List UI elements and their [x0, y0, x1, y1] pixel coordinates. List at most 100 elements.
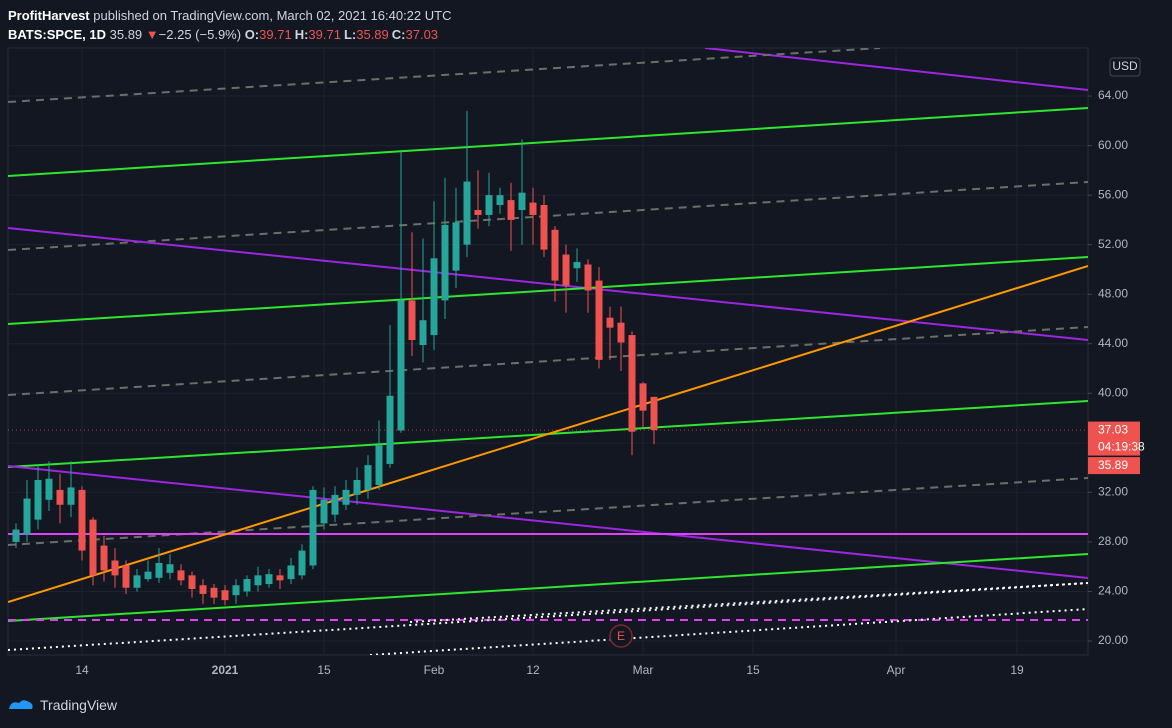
- candle-body: [188, 575, 196, 589]
- header: ProfitHarvest published on TradingView.c…: [8, 6, 451, 44]
- arrow: ▼: [145, 27, 159, 42]
- y-tick-label: 64.00: [1098, 88, 1128, 102]
- event-marker[interactable]: [609, 624, 633, 648]
- drawings: [8, 48, 1088, 655]
- trend-line: [409, 582, 1088, 623]
- ohlc-key: C:: [391, 27, 406, 42]
- candle-body: [595, 280, 603, 360]
- y-tick-label: 20.00: [1098, 633, 1128, 647]
- candle-body: [342, 489, 350, 505]
- candle-body: [89, 519, 97, 576]
- brand: TradingView: [40, 697, 118, 713]
- y-tick-label: 52.00: [1098, 237, 1128, 251]
- author: ProfitHarvest: [8, 8, 90, 23]
- y-tick-label: 44.00: [1098, 336, 1128, 350]
- x-tick-label: Mar: [633, 663, 654, 677]
- x-tick-label: 14: [75, 663, 89, 677]
- candle-body: [463, 181, 471, 245]
- y-tick-label: 24.00: [1098, 584, 1128, 598]
- ohlc: O:39.71 H:39.71 L:35.89 C:37.03: [245, 27, 441, 42]
- candle-body: [606, 317, 614, 328]
- logo: [9, 700, 33, 709]
- candle-body: [628, 335, 636, 432]
- candle-body: [331, 494, 339, 515]
- candle-body: [265, 574, 273, 585]
- candle-body: [254, 575, 262, 586]
- candle-body: [639, 383, 647, 411]
- change: −2.25 (−5.9%): [158, 27, 242, 42]
- ohlc-key: H:: [294, 27, 309, 42]
- symbol: BATS:SPCE, 1D: [8, 27, 106, 42]
- x-tick-label: 12: [526, 663, 540, 677]
- candle-body: [485, 195, 493, 215]
- candle-body: [562, 254, 570, 286]
- header-line: BATS:SPCE, 1D 35.89 ▼−2.25 (−5.9%) O:39.…: [8, 25, 451, 44]
- currency: USD: [1112, 59, 1138, 73]
- candle-body: [56, 489, 64, 505]
- candle-body: [650, 396, 658, 431]
- candle-body: [518, 192, 526, 210]
- candle-body: [45, 478, 53, 500]
- candle-body: [199, 585, 207, 594]
- ohlc-value: 37.03: [405, 27, 439, 42]
- candle-body: [155, 562, 163, 578]
- ohlc-value: 39.71: [308, 27, 341, 42]
- candle-body: [12, 529, 20, 542]
- candle-body: [474, 209, 482, 215]
- y-tick-label: 60.00: [1098, 138, 1128, 152]
- x-tick-label: Feb: [424, 663, 445, 677]
- candle-body: [23, 498, 31, 535]
- candle-body: [320, 499, 328, 524]
- candle-body: [529, 202, 537, 215]
- trend-line: [8, 465, 1088, 579]
- price-label-box: [1088, 457, 1140, 475]
- candle-body: [78, 489, 86, 551]
- trend-line: [8, 477, 1088, 546]
- trend-line: [8, 326, 1088, 396]
- candle-body: [386, 395, 394, 464]
- candle-body: [584, 264, 592, 291]
- candle-body: [67, 487, 75, 505]
- candle-body: [232, 585, 240, 596]
- y-tick-label: 48.00: [1098, 286, 1128, 300]
- trend-line: [369, 608, 1088, 655]
- header-line: ProfitHarvest published on TradingView.c…: [8, 6, 451, 25]
- candle-body: [507, 200, 515, 220]
- candle-body: [133, 575, 141, 588]
- candle-body: [243, 579, 251, 592]
- candle-body: [298, 550, 306, 576]
- candle-body: [287, 565, 295, 580]
- grid: [8, 48, 1088, 655]
- trend-line: [8, 553, 1088, 622]
- y-tick-label: 56.00: [1098, 187, 1128, 201]
- trend-line: [8, 256, 1088, 325]
- x-tick-label: 15: [746, 663, 760, 677]
- candle-body: [551, 229, 559, 281]
- candle-body: [441, 224, 449, 301]
- price-label-box: [1088, 421, 1140, 456]
- candles: [8, 110, 1088, 606]
- axes: 20.0024.0028.0032.0036.0040.0044.0048.00…: [75, 88, 1145, 677]
- event-label[interactable]: E: [617, 629, 625, 643]
- candle-body: [573, 262, 581, 269]
- countdown: 04:19:38: [1098, 439, 1145, 453]
- currency-box: [1109, 57, 1141, 77]
- candle-body: [177, 570, 185, 581]
- trend-line: [8, 265, 1088, 603]
- x-tick-label: Apr: [887, 663, 906, 677]
- candle-body: [419, 320, 427, 345]
- candle-body: [375, 445, 383, 485]
- candle-body: [276, 575, 284, 581]
- price-label: 37.03: [1098, 422, 1128, 436]
- x-tick-label: 19: [1010, 663, 1024, 677]
- ohlc-value: 39.71: [259, 27, 292, 42]
- trend-line: [8, 181, 1088, 251]
- candle-body: [309, 489, 317, 566]
- trend-line: [8, 48, 881, 103]
- ohlc-value: 35.89: [356, 27, 389, 42]
- candle-body: [210, 587, 218, 598]
- candle-body: [540, 205, 548, 250]
- candle-body: [111, 560, 119, 576]
- candle-body: [452, 222, 460, 271]
- candle-body: [100, 545, 108, 571]
